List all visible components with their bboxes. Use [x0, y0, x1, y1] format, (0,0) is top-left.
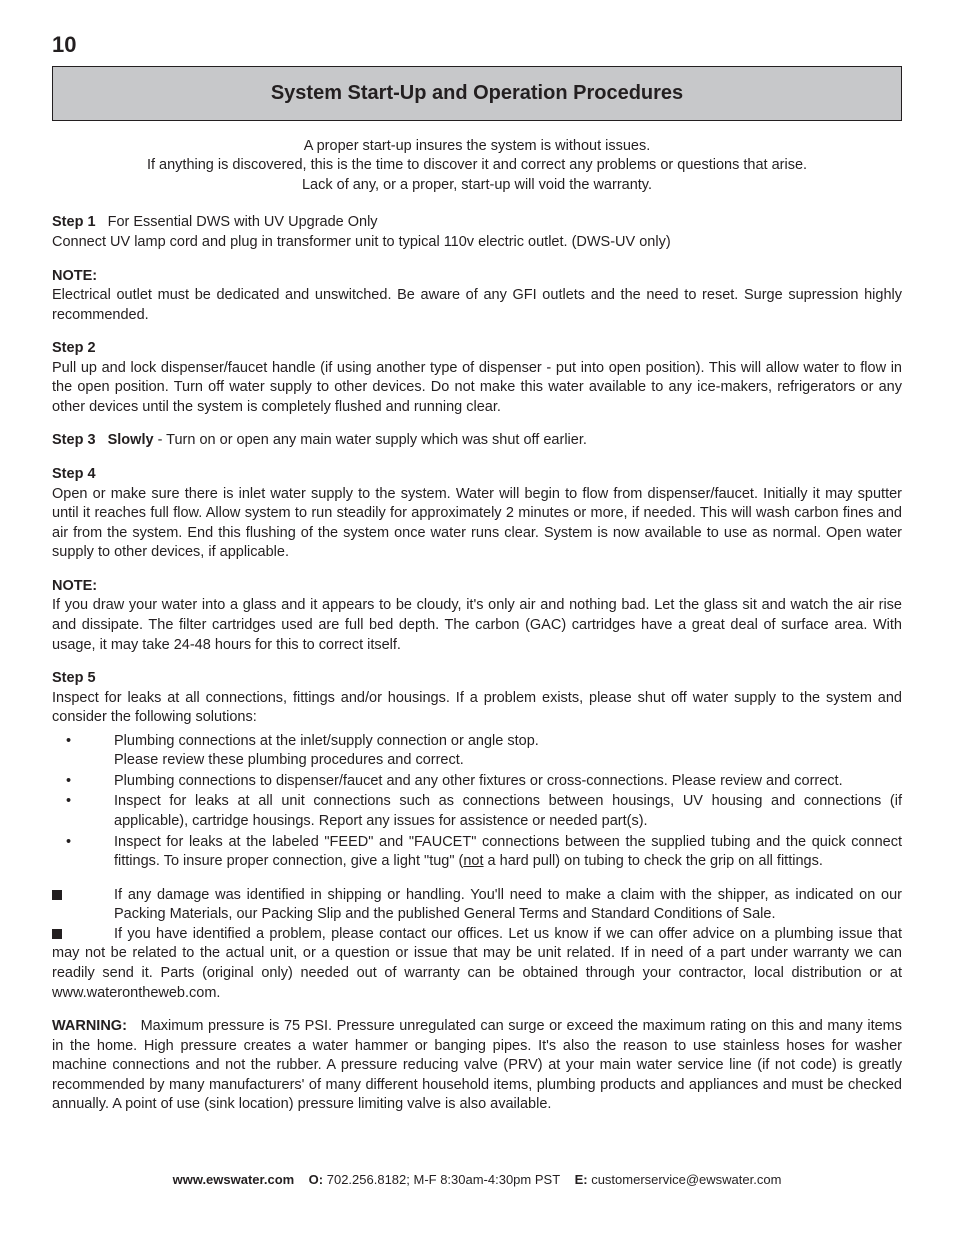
step-label: Step 5	[52, 669, 902, 689]
footer-web: www.ewswater.com	[173, 1172, 295, 1187]
footer-o-value: 702.256.8182; M-F 8:30am-4:30pm PST	[323, 1172, 560, 1187]
step-label: Step 1	[52, 214, 96, 230]
list-item: Plumbing connections to dispenser/faucet…	[52, 772, 902, 792]
square-text: If any damage was identified in shipping…	[52, 886, 902, 925]
step-2: Step 2 Pull up and lock dispenser/faucet…	[52, 339, 902, 417]
bullet-list: Plumbing connections at the inlet/supply…	[52, 732, 902, 872]
step-subtitle: For Essential DWS with UV Upgrade Only	[108, 214, 378, 230]
warning-label: WARNING:	[52, 1018, 127, 1034]
intro-line: A proper start-up insures the system is …	[52, 137, 902, 157]
list-item: Inspect for leaks at all unit connection…	[52, 792, 902, 831]
footer-e-label: E:	[575, 1172, 588, 1187]
note-body: Electrical outlet must be dedicated and …	[52, 286, 902, 325]
bullet-text: a hard pull) on tubing to check the grip…	[484, 853, 823, 869]
list-item: Plumbing connections at the inlet/supply…	[52, 732, 902, 771]
step-4: Step 4 Open or make sure there is inlet …	[52, 465, 902, 563]
square-text: If you have identified a problem, please…	[52, 926, 902, 1001]
list-item: If any damage was identified in shipping…	[52, 886, 902, 925]
bullet-text: Please review these plumbing procedures …	[114, 752, 464, 768]
note-1: NOTE: Electrical outlet must be dedicate…	[52, 267, 902, 326]
list-item: Inspect for leaks at the labeled "FEED" …	[52, 833, 902, 872]
step-body: - Turn on or open any main water supply …	[154, 432, 587, 448]
page-footer: www.ewswater.com O: 702.256.8182; M-F 8:…	[0, 1171, 954, 1189]
footer-e-value: customerservice@ewswater.com	[588, 1172, 782, 1187]
square-icon	[52, 929, 62, 939]
step-5: Step 5 Inspect for leaks at all connecti…	[52, 669, 902, 1003]
step-1: Step 1 For Essential DWS with UV Upgrade…	[52, 213, 902, 252]
page-number: 10	[52, 30, 902, 60]
note-label: NOTE:	[52, 267, 902, 287]
step-body: Open or make sure there is inlet water s…	[52, 485, 902, 563]
step-intro: Inspect for leaks at all connections, fi…	[52, 689, 902, 728]
bullet-text: Plumbing connections at the inlet/supply…	[114, 733, 539, 749]
note-body: If you draw your water into a glass and …	[52, 596, 902, 655]
step-label: Step 4	[52, 465, 902, 485]
step-3: Step 3 Slowly - Turn on or open any main…	[52, 431, 902, 451]
page-title: System Start-Up and Operation Procedures	[52, 66, 902, 121]
intro-block: A proper start-up insures the system is …	[52, 137, 902, 196]
square-icon	[52, 890, 62, 900]
list-item: If you have identified a problem, please…	[52, 925, 902, 1003]
step-body: Connect UV lamp cord and plug in transfo…	[52, 233, 902, 253]
footer-o-label: O:	[309, 1172, 323, 1187]
intro-line: Lack of any, or a proper, start-up will …	[52, 176, 902, 196]
intro-line: If anything is discovered, this is the t…	[52, 156, 902, 176]
step-label: Step 2	[52, 339, 902, 359]
note-2: NOTE: If you draw your water into a glas…	[52, 577, 902, 655]
square-list: If any damage was identified in shipping…	[52, 886, 902, 1003]
slowly-text: Slowly	[108, 432, 154, 448]
warning-block: WARNING: Maximum pressure is 75 PSI. Pre…	[52, 1017, 902, 1115]
warning-body: Maximum pressure is 75 PSI. Pressure unr…	[52, 1018, 902, 1112]
underline-text: not	[463, 853, 483, 869]
step-body: Pull up and lock dispenser/faucet handle…	[52, 359, 902, 418]
step-label: Step 3	[52, 432, 96, 448]
note-label: NOTE:	[52, 577, 902, 597]
